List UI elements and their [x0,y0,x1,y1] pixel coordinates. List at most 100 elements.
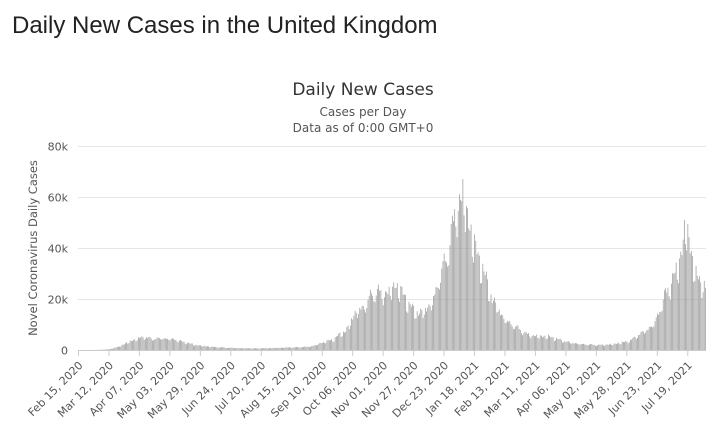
bar [202,346,204,350]
bar [228,347,229,350]
bar [372,295,374,350]
bar [196,345,198,350]
bar [230,347,232,350]
bar [416,311,418,350]
bar [523,333,525,350]
bar [360,309,362,350]
bar [624,342,625,350]
bar [660,312,662,350]
bar [556,337,557,350]
bar [272,347,274,350]
bar [209,347,211,350]
bar [483,271,485,350]
bar [114,347,116,350]
bar [253,348,255,350]
bar [429,306,431,350]
bar [685,244,686,350]
bar [222,347,224,350]
bar [538,338,540,350]
bar [701,298,703,350]
bar [613,343,615,350]
bar [407,312,409,350]
bar [419,313,420,350]
y-tick-label: 40k [48,243,69,256]
bar [298,347,300,350]
bar [489,301,491,350]
bar [426,311,427,350]
bar [666,292,668,350]
bar [620,343,622,350]
bar [398,298,399,350]
bar [700,282,702,350]
bar [355,312,357,350]
chart-subtitle-line-1: Cases per Day [320,105,407,119]
bar [665,288,666,350]
bar [334,337,336,350]
bar [264,348,266,350]
bar [180,340,181,350]
bar [148,336,150,350]
bar [388,286,390,350]
bar [112,348,113,350]
bar [285,347,287,350]
bar [625,341,627,350]
bar [125,343,126,350]
bar [585,344,587,350]
bar [418,315,419,350]
bar [118,346,119,350]
bar [453,221,454,350]
bar [428,304,430,350]
bar [439,289,440,350]
bar [166,339,167,350]
bar [477,252,479,350]
bar [307,346,309,350]
bar [312,345,314,350]
bar [290,347,292,350]
bar [564,341,566,350]
bar [386,292,388,350]
bar [381,299,383,350]
bar [187,342,188,350]
bar [412,303,413,350]
bar [457,210,459,350]
bar [592,344,594,350]
bar [494,297,495,350]
bar [433,295,434,350]
bar [115,347,117,350]
chart-title: Daily New Cases [292,80,434,100]
bar [599,344,601,350]
bar [120,346,122,350]
bar [495,302,497,350]
bar [696,275,698,350]
bar [387,294,389,350]
bar [616,344,617,350]
bar [634,337,636,350]
bar [333,341,335,350]
bar [121,344,123,350]
bar [600,344,602,350]
bar [341,336,343,350]
bar [531,335,533,350]
bar [245,348,247,350]
bar [598,344,600,350]
bar [113,348,115,350]
bar [236,348,238,350]
bar [543,336,545,350]
bar [456,237,458,350]
bar [647,329,649,350]
bar [338,333,340,350]
bar [654,321,656,350]
bar [519,329,521,350]
bar [225,348,227,350]
bar [608,344,610,350]
bar [163,338,165,350]
bar [492,300,494,350]
bar [430,310,432,350]
bar [560,339,562,350]
bar [367,299,369,350]
bar [323,341,324,350]
bar [526,333,528,350]
bar [284,347,286,350]
bar [357,318,358,350]
